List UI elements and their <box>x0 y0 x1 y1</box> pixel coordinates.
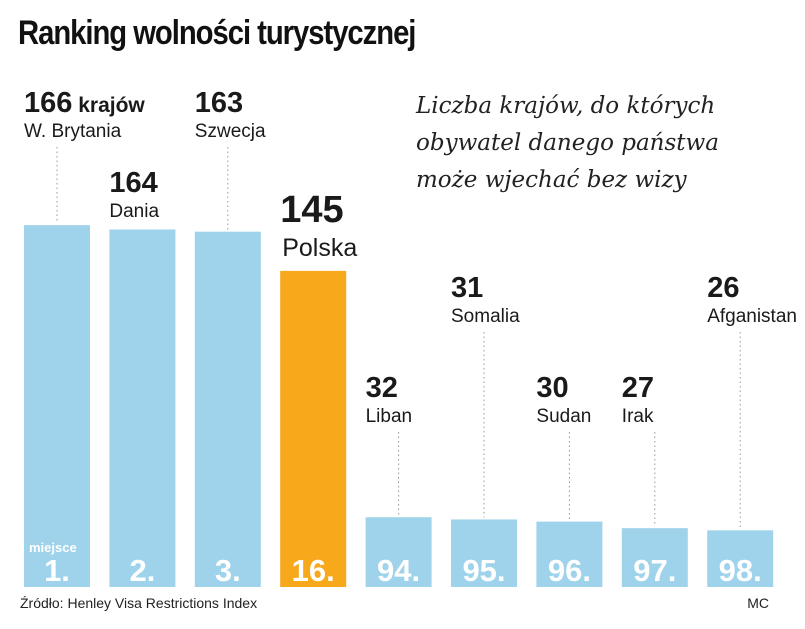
bar-afganistan <box>707 530 774 587</box>
bar-polska <box>280 270 347 587</box>
value-label: 32 <box>366 372 398 404</box>
chart-title: Ranking wolności turystycznej <box>18 14 416 52</box>
category-label: Dania <box>109 201 159 222</box>
rank-label: 94. <box>377 553 420 588</box>
rank-label: 98. <box>719 553 762 588</box>
value-label: 27 <box>622 372 654 404</box>
rank-label: 3. <box>215 553 241 588</box>
value-label: 166 krajów <box>24 87 145 119</box>
rank-label: 1. <box>44 553 70 588</box>
rank-label: 96. <box>548 553 591 588</box>
bar-dania <box>109 229 176 588</box>
value-label: 145 <box>280 189 343 231</box>
value-label: 30 <box>536 372 568 404</box>
category-label: Sudan <box>536 406 591 427</box>
bar-irak <box>621 528 688 587</box>
subtitle-line-2: obywatel danego państwa <box>416 130 719 156</box>
author-credit: MC <box>747 595 769 611</box>
subtitle-line-3: może wjechać bez wizy <box>416 167 687 193</box>
value-label: 164 <box>109 167 157 199</box>
category-label: Afganistan <box>707 306 797 327</box>
rank-label: 95. <box>462 553 505 588</box>
category-label: Liban <box>366 406 413 427</box>
unit-label: krajów <box>72 94 145 117</box>
subtitle-line-1: Liczba krajów, do których <box>416 93 716 119</box>
value-label: 163 <box>195 87 243 119</box>
bar-szwecja <box>194 231 261 587</box>
rank-label: 2. <box>129 553 155 588</box>
value-label: 26 <box>707 272 739 304</box>
category-label: Szwecja <box>195 121 266 142</box>
chart-subtitle: Liczba krajów, do których obywatel daneg… <box>416 88 796 199</box>
bar-somalia <box>451 519 517 587</box>
bar-w-brytania <box>24 225 90 587</box>
value-label: 31 <box>451 272 483 304</box>
category-label: Somalia <box>451 306 520 327</box>
category-label: W. Brytania <box>24 121 122 142</box>
bar-liban <box>365 517 432 587</box>
source-note: Źródło: Henley Visa Restrictions Index <box>20 595 258 611</box>
category-label: Polska <box>282 234 357 262</box>
rank-word-label: miejsce <box>29 540 77 555</box>
bar-sudan <box>536 521 603 587</box>
rank-label: 16. <box>292 553 335 588</box>
category-label: Irak <box>622 406 654 427</box>
rank-label: 97. <box>633 553 676 588</box>
